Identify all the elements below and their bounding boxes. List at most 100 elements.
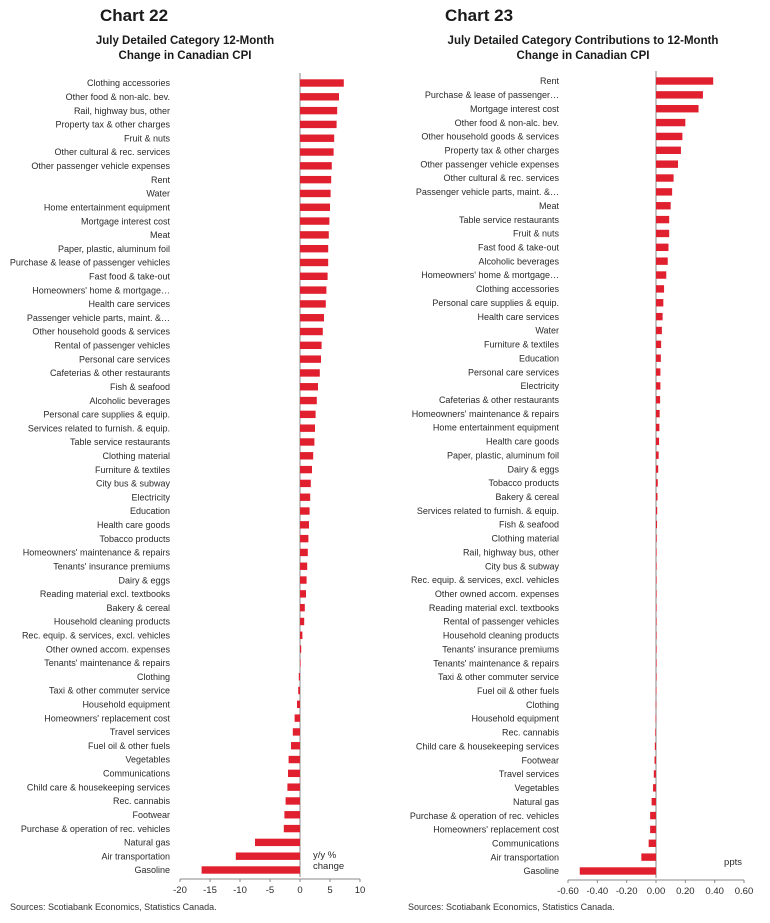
chart-23-number: Chart 23 — [445, 6, 514, 25]
chart-22-bar — [300, 521, 309, 529]
chart-22-category-label: Passenger vehicle parts, maint. &… — [27, 313, 170, 323]
chart-23-bar — [655, 700, 657, 709]
chart-22-category-label: Health care services — [88, 299, 170, 309]
chart-22-category-label: Natural gas — [124, 838, 171, 848]
chart-23-category-label: Rental of passenger vehicles — [443, 617, 559, 627]
chart-22-category-label: Clothing — [137, 672, 170, 682]
chart-22-bar — [284, 811, 300, 819]
chart-22-category-label: Electricity — [131, 492, 170, 502]
chart-23-bar — [656, 188, 673, 196]
chart-23-category-label: Homeowners' home & mortgage… — [421, 270, 559, 280]
chart-23-bar — [656, 617, 657, 626]
chart-23-bar — [656, 659, 657, 667]
chart-22-category-label: Fast food & take-out — [89, 271, 171, 281]
chart-22-bar — [300, 493, 311, 501]
chart-22-category-label: Rec. equip. & services, excl. vehicles — [22, 630, 171, 640]
chart-23-bar — [655, 687, 657, 695]
chart-23-category-label: Rec. equip. & services, excl. vehicles — [411, 575, 560, 585]
chart-23-category-label: Rail, highway bus, other — [463, 547, 559, 557]
chart-22-bar — [255, 838, 300, 847]
chart-22-bar — [292, 728, 300, 736]
chart-22-bar — [201, 866, 300, 874]
chart-23-bar — [656, 215, 670, 224]
chart-22-category-label: Household equipment — [82, 700, 170, 710]
chart-23-bar — [656, 645, 657, 653]
chart-22-bar — [285, 797, 300, 805]
chart-23-category-label: Fish & seafood — [499, 520, 559, 530]
chart-22-x-tick-label: 0 — [297, 885, 302, 896]
chart-23-bar — [656, 548, 657, 556]
chart-22-unit-note: change — [313, 861, 344, 872]
chart-22-category-label: Rail, highway bus, other — [74, 106, 170, 116]
chart-22-bar — [300, 424, 315, 432]
chart-23-bar — [656, 77, 714, 85]
chart-23-bar — [656, 506, 658, 515]
chart-22-bar — [300, 189, 331, 198]
chart-23-category-label: Health care goods — [486, 437, 560, 447]
chart-23-category-label: Other passenger vehicle expenses — [420, 159, 559, 169]
chart-23-bar — [641, 853, 656, 861]
chart-23-category-label: Taxi & other commuter service — [438, 672, 559, 682]
chart-22-bar — [300, 576, 307, 584]
chart-22-category-label: Rental of passenger vehicles — [54, 341, 170, 351]
chart-22-bar — [300, 562, 308, 570]
chart-23-bar — [656, 174, 674, 182]
chart-22-bar — [235, 852, 300, 860]
chart-23-category-label: Household cleaning products — [443, 631, 560, 641]
chart-22-category-label: Homeowners' maintenance & repairs — [23, 548, 171, 558]
chart-22-category-label: Homeowners' replacement cost — [44, 713, 170, 723]
chart-23-category-label: Purchase & lease of passenger… — [425, 90, 559, 100]
chart-23-category-label: Homeowners' maintenance & repairs — [412, 409, 560, 419]
chart-23-bar — [656, 590, 657, 598]
chart-23-bar — [655, 714, 657, 723]
chart-22-bar — [300, 659, 301, 667]
chart-23-x-tick-label: 0.00 — [647, 886, 666, 897]
chart-23-category-label: Communications — [492, 838, 560, 848]
chart-23-category-label: Homeowners' replacement cost — [433, 825, 559, 835]
chart-23-bar — [656, 396, 661, 404]
chart-22-title-line-2: Change in Canadian CPI — [118, 50, 252, 62]
chart-22-bar — [300, 148, 334, 156]
chart-23-category-label: Vegetables — [514, 783, 559, 793]
chart-23-bar — [654, 742, 656, 750]
chart-22-category-label: Vegetables — [125, 755, 170, 765]
chart-23-category-label: Gasoline — [523, 866, 559, 876]
chart-22-category-label: Paper, plastic, aluminum foil — [58, 244, 170, 254]
chart-22-bar — [300, 79, 344, 87]
chart-22-category-label: Other passenger vehicle expenses — [31, 161, 170, 171]
chart-22-x-tick-label: -15 — [203, 885, 217, 896]
chart-22-bar — [283, 824, 300, 833]
chart-22-category-label: Furniture & textiles — [95, 465, 171, 475]
chart-23-category-label: Fuel oil & other fuels — [477, 686, 560, 696]
chart-23-bar — [656, 146, 681, 154]
chart-23-bar — [656, 673, 657, 681]
chart-22-bar — [300, 617, 305, 626]
chart-23-title-line-2: Change in Canadian CPI — [516, 50, 650, 62]
chart-23-bar — [656, 423, 660, 432]
chart-23-category-label: Home entertainment equipment — [433, 423, 560, 433]
chart-22-category-label: Personal care services — [79, 354, 171, 364]
chart-22-bar — [288, 769, 300, 778]
chart-22-category-label: Clothing accessories — [87, 78, 171, 88]
chart-23-category-label: Health care services — [477, 312, 559, 322]
chart-22-category-label: Travel services — [110, 727, 171, 737]
chart-23-bar — [653, 784, 656, 792]
chart-22-bar — [300, 534, 309, 543]
chart-23-x-tick-label: 0.20 — [676, 886, 695, 897]
chart-22-bar — [300, 369, 320, 377]
chart-22-category-label: Water — [146, 189, 170, 199]
chart-22-bar — [300, 162, 332, 170]
chart-23-category-label: Rent — [540, 76, 560, 86]
chart-23-bar — [656, 576, 657, 584]
chart-22-bar — [300, 396, 317, 405]
chart-22-category-label: Air transportation — [101, 851, 170, 861]
chart-23-category-label: Tenants' maintenance & repairs — [433, 658, 559, 668]
chart-23-category-label: Rec. cannabis — [502, 728, 560, 738]
chart-23-category-label: Air transportation — [490, 852, 559, 862]
chart-23-category-label: Fast food & take-out — [478, 243, 560, 253]
chart-23-category-label: Tobacco products — [488, 478, 559, 488]
chart-22-category-label: Property tax & other charges — [55, 120, 170, 130]
chart-23-category-label: Meat — [539, 201, 560, 211]
chart-23-bar — [656, 271, 667, 279]
